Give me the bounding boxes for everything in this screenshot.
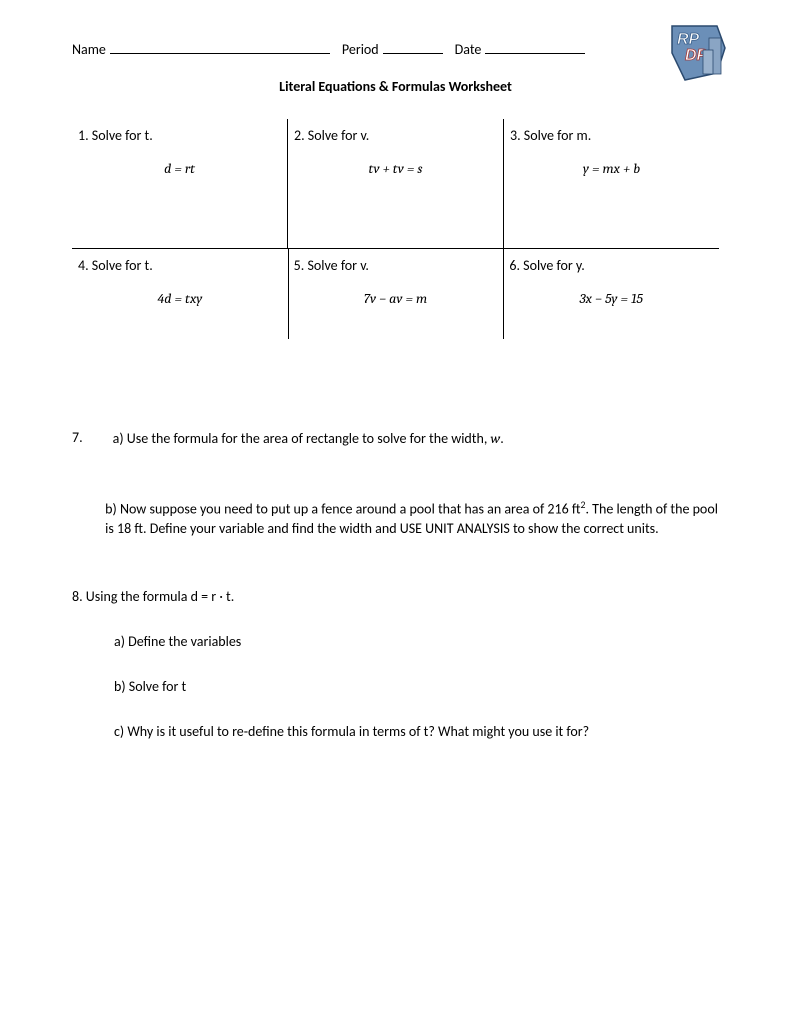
problem-prompt: 6. Solve for y. [509,257,713,274]
problem-equation: 3x − 5y = 15 [509,290,713,307]
q7b-text: b) Now suppose you need to put up a fenc… [105,499,719,539]
header-fields: Name Period Date [72,40,719,58]
grid-row-1: 1. Solve for t. d = rt 2. Solve for v. t… [72,119,719,249]
question-8: 8. Using the formula d = r · t. a) Defin… [72,588,719,740]
problem-equation: tv + tv = s [294,160,497,177]
q7-number: 7. [72,429,83,449]
problem-equation: y = mx + b [510,160,713,177]
rpdp-logo: RP DP [667,18,731,88]
problems-grid: 1. Solve for t. d = rt 2. Solve for v. t… [72,119,719,369]
svg-text:RP: RP [677,31,700,48]
problem-equation: 7v − av = m [294,290,498,307]
problem-prompt: 5. Solve for v. [294,257,498,274]
problem-prompt: 2. Solve for v. [294,127,497,144]
problem-cell: 5. Solve for v. 7v − av = m [288,249,504,369]
problem-cell: 1. Solve for t. d = rt [72,119,288,248]
problem-prompt: 4. Solve for t. [78,257,282,274]
period-label: Period [342,41,379,58]
name-blank [110,40,330,54]
q8a: a) Define the variables [114,633,719,650]
q8c: c) Why is it useful to re-define this fo… [114,723,719,740]
name-label: Name [72,41,106,58]
q7a-text: a) Use the formula for the area of recta… [113,429,719,449]
problem-cell: 4. Solve for t. 4d = txy [72,249,288,369]
problem-prompt: 3. Solve for m. [510,127,713,144]
problem-cell: 3. Solve for m. y = mx + b [504,119,719,248]
problem-prompt: 1. Solve for t. [78,127,281,144]
problem-equation: d = rt [78,160,281,177]
date-blank [485,40,585,54]
problem-cell: 2. Solve for v. tv + tv = s [288,119,504,248]
worksheet-title: Literal Equations & Formulas Worksheet [72,78,719,95]
q8b: b) Solve for t [114,678,719,695]
problem-cell: 6. Solve for y. 3x − 5y = 15 [503,249,719,369]
question-7: 7. a) Use the formula for the area of re… [72,429,719,538]
problem-equation: 4d = txy [78,290,282,307]
grid-row-2: 4. Solve for t. 4d = txy 5. Solve for v.… [72,249,719,369]
period-blank [383,40,443,54]
date-label: Date [455,41,482,58]
q8-prompt: 8. Using the formula d = r · t. [72,588,719,605]
